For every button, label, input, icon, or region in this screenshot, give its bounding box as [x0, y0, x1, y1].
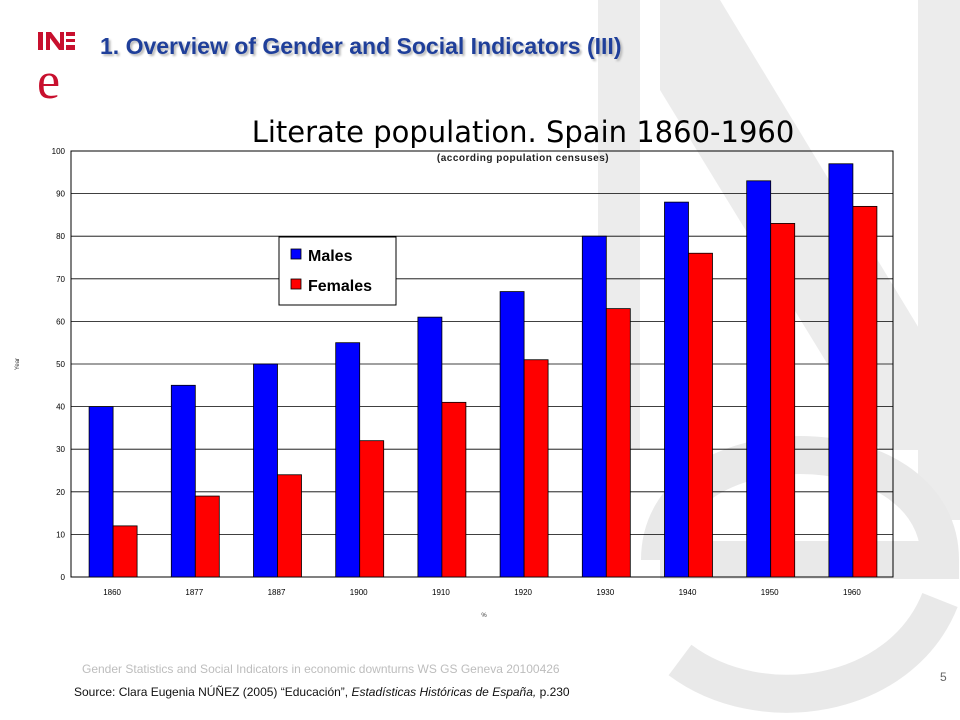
y-tick-label: 80 — [56, 232, 65, 241]
bars — [88, 163, 878, 578]
bar-females-1920 — [523, 359, 549, 578]
bar-males-1860 — [88, 406, 114, 578]
x-tick-label: 1860 — [103, 588, 121, 597]
bar-males-1930 — [581, 235, 607, 578]
y-tick-label: 90 — [56, 190, 65, 199]
source-suffix: p.230 — [536, 685, 570, 699]
y-tick-label: 60 — [56, 317, 65, 326]
y-tick-label: 0 — [61, 573, 66, 582]
source-italic: Estadísticas Históricas de España, — [351, 685, 537, 699]
svg-text:e: e — [37, 53, 60, 102]
bar-females-1910 — [441, 401, 467, 578]
y-tick-label: 50 — [56, 360, 65, 369]
bar-females-1900 — [359, 440, 385, 578]
bar-males-1887 — [253, 363, 278, 578]
y-tick-label: 40 — [56, 403, 65, 412]
bar-males-1920 — [499, 291, 525, 578]
x-tick-label: 1877 — [185, 588, 203, 597]
bar-males-1950 — [746, 180, 772, 578]
bar-females-1950 — [770, 223, 796, 578]
x-axis-label: % — [481, 613, 487, 619]
y-axis-label: Year — [15, 358, 21, 370]
legend: Males Females — [278, 236, 397, 306]
bar-males-1940 — [664, 201, 689, 578]
legend-label-females: Females — [308, 278, 372, 295]
bar-females-1887 — [277, 474, 302, 578]
axes: 0 10 20 30 40 50 60 70 80 90 100 1860 1877 1887 1900 19… — [52, 147, 862, 597]
bar-males-1877 — [170, 384, 196, 578]
ine-logo: e — [37, 32, 75, 102]
bar-males-1910 — [417, 316, 443, 578]
slide-title: 1. Overview of Gender and Social Indicat… — [100, 33, 622, 59]
y-tick-label: 10 — [56, 530, 65, 539]
y-tick-label: 30 — [56, 445, 65, 454]
bar-males-1900 — [335, 342, 361, 578]
legend-swatch-males — [290, 248, 302, 260]
chart-title: Literate population. Spain 1860-1960 — [252, 115, 795, 149]
bar-females-1860 — [112, 525, 138, 578]
x-tick-label: 1887 — [268, 588, 286, 597]
footer-note: Gender Statistics and Social Indicators … — [82, 662, 560, 676]
bar-females-1940 — [688, 252, 713, 578]
legend-swatch-females — [290, 278, 302, 290]
x-tick-label: 1920 — [514, 588, 532, 597]
x-tick-label: 1900 — [350, 588, 368, 597]
page-number: 5 — [940, 670, 947, 684]
y-tick-label: 100 — [52, 147, 66, 156]
chart-subtitle: (according population censuses) — [437, 153, 609, 164]
bar-males-1960 — [828, 163, 854, 578]
legend-label-males: Males — [308, 248, 353, 265]
x-tick-label: 1960 — [843, 588, 861, 597]
source-citation: Source: Clara Eugenia NÚÑEZ (2005) “Educ… — [74, 685, 570, 699]
x-tick-label: 1930 — [596, 588, 614, 597]
x-tick-label: 1940 — [679, 588, 697, 597]
x-tick-label: 1910 — [432, 588, 450, 597]
bar-females-1930 — [605, 308, 631, 578]
source-prefix: Source: Clara Eugenia NÚÑEZ (2005) “Educ… — [74, 685, 352, 699]
bar-females-1960 — [852, 205, 878, 578]
x-tick-label: 1950 — [761, 588, 779, 597]
bar-females-1877 — [194, 495, 220, 578]
y-tick-label: 20 — [56, 488, 65, 497]
legend-box — [278, 236, 397, 306]
y-tick-label: 70 — [56, 275, 65, 284]
